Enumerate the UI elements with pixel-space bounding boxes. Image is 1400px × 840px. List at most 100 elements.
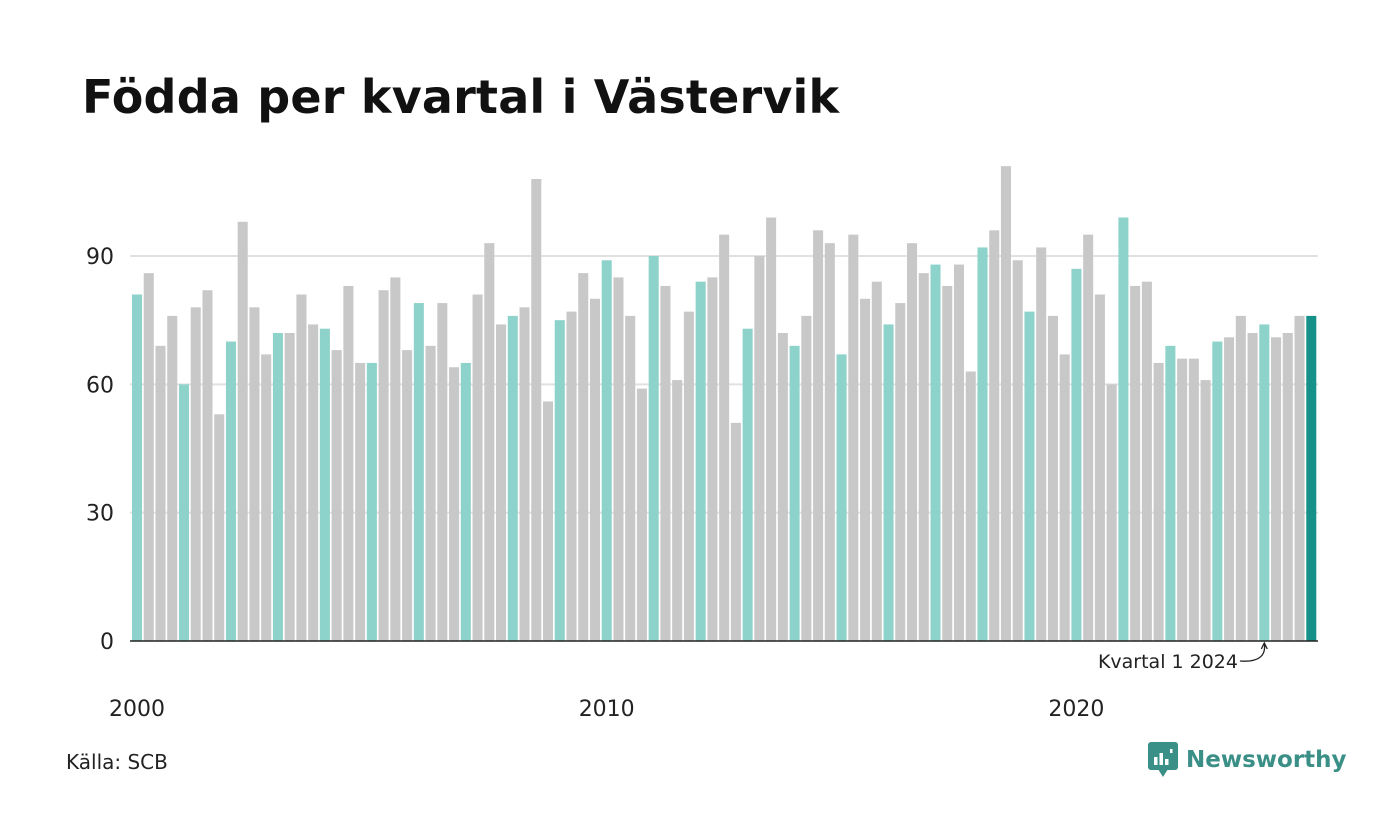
chart-title: Födda per kvartal i Västervik (82, 70, 840, 124)
bar (813, 230, 824, 641)
bar (319, 328, 330, 641)
annotation-label: Kvartal 1 2024 (1098, 651, 1238, 673)
bar (777, 333, 788, 641)
bar (460, 362, 471, 641)
y-axis-ticks: 0 30 60 90 (86, 245, 114, 655)
bar (907, 243, 918, 642)
bar (1200, 380, 1211, 641)
bar (1036, 247, 1047, 641)
bar (214, 414, 225, 641)
bar (1235, 315, 1246, 641)
bar (895, 303, 906, 641)
bar (225, 341, 236, 641)
bar (1282, 333, 1293, 641)
y-tick-label: 30 (86, 502, 114, 527)
y-tick-label: 0 (100, 630, 114, 655)
bar (542, 401, 554, 641)
bar (942, 285, 953, 641)
bar (1059, 354, 1070, 641)
bar (202, 290, 213, 641)
bar (742, 328, 753, 641)
bar (331, 350, 342, 641)
bar (695, 281, 706, 641)
bar (366, 362, 377, 641)
bar (789, 345, 800, 641)
bar (707, 277, 718, 641)
bar (284, 333, 295, 641)
bar (1118, 217, 1129, 641)
bar (296, 294, 307, 641)
bar (507, 315, 518, 641)
bar (249, 307, 260, 641)
bar (472, 294, 483, 641)
annotation-arrow (1239, 641, 1268, 662)
bar (1306, 315, 1317, 641)
bar (824, 243, 835, 642)
bar (449, 367, 460, 641)
bar (1188, 358, 1199, 641)
bar (766, 217, 777, 641)
bar (1130, 285, 1141, 641)
bar (613, 277, 624, 641)
bar (554, 320, 565, 641)
bar (1000, 166, 1011, 642)
bar (402, 350, 413, 641)
bar (1177, 358, 1188, 641)
x-tick-label: 2010 (579, 697, 635, 722)
bar (167, 315, 178, 641)
bar (343, 285, 354, 641)
bar (1071, 268, 1082, 641)
bar (801, 315, 812, 641)
bar (601, 260, 612, 641)
bar (883, 324, 894, 641)
bar (1271, 337, 1282, 641)
bar (836, 354, 847, 641)
bar (143, 273, 154, 641)
bar (871, 281, 882, 641)
bar (390, 277, 401, 641)
bar (261, 354, 272, 641)
bar (155, 345, 166, 641)
bar (437, 303, 448, 641)
bars (132, 166, 1317, 642)
bar (1247, 333, 1258, 641)
bar (1047, 315, 1058, 641)
brand-name: Newsworthy (1186, 747, 1347, 773)
bar (531, 179, 542, 641)
bar (953, 264, 965, 641)
x-tick-label: 2020 (1048, 697, 1104, 722)
x-tick-label: 2000 (109, 697, 165, 722)
newsworthy-logo-icon (1148, 742, 1178, 777)
bar (178, 384, 190, 641)
bar (1141, 281, 1152, 641)
bar (566, 311, 577, 641)
bar (965, 371, 976, 641)
bar (1259, 324, 1270, 641)
bar (989, 230, 1000, 641)
bar (683, 311, 694, 641)
bar (578, 273, 589, 641)
bar (930, 264, 941, 641)
bar (272, 333, 283, 641)
bar (132, 294, 143, 641)
y-tick-label: 60 (86, 373, 114, 398)
bar (719, 234, 730, 642)
bar (484, 243, 495, 642)
bar (378, 290, 389, 641)
bar (1094, 294, 1105, 641)
bar (1212, 341, 1223, 641)
bar (496, 324, 507, 641)
bar (1153, 362, 1164, 641)
source-credit: Källa: SCB (66, 750, 168, 774)
bar (754, 256, 765, 641)
bar (308, 324, 319, 641)
x-axis-ticks: 2000 2010 2020 (109, 697, 1104, 722)
bar (355, 362, 366, 641)
bar (237, 221, 248, 641)
bar (589, 298, 600, 641)
bar (625, 315, 636, 641)
bar (648, 256, 659, 641)
bar (519, 307, 530, 641)
bar (730, 422, 741, 641)
latest-quarter-annotation: Kvartal 1 2024 (1098, 641, 1268, 673)
